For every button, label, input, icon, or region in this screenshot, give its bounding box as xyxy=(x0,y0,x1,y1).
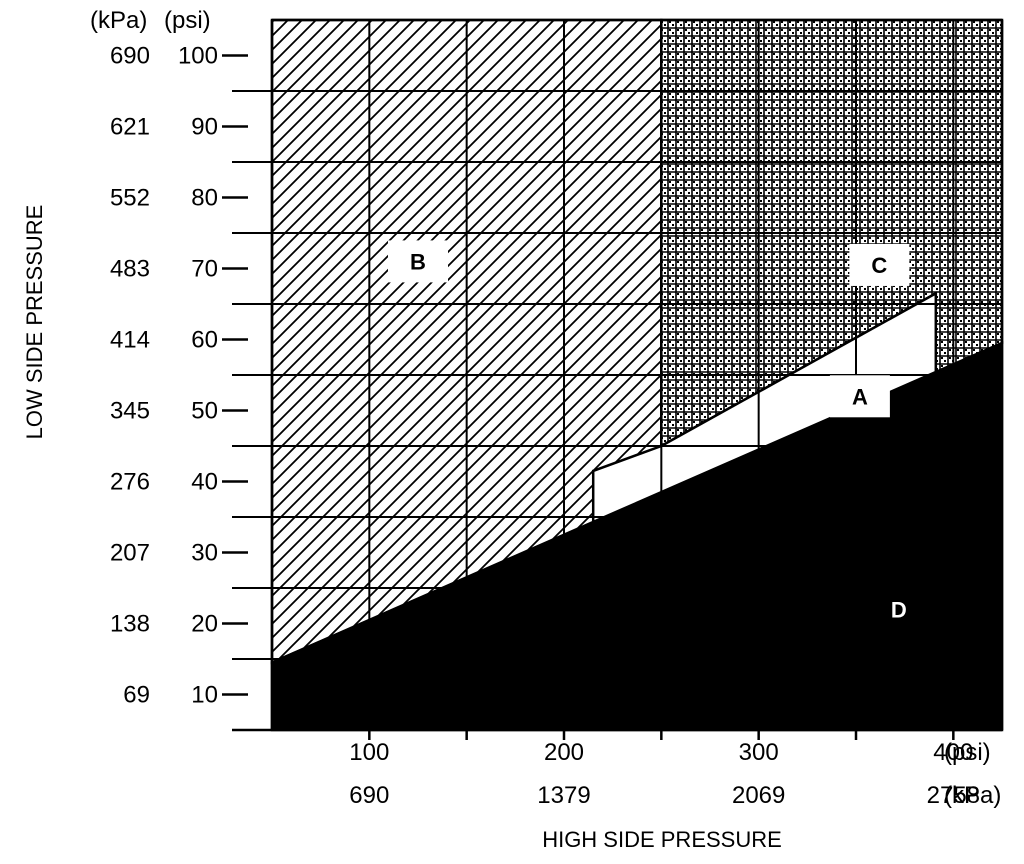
x-tick-label-kpa: 2758 xyxy=(927,782,980,809)
region-label-bg-a xyxy=(829,375,890,418)
y-axis-title: LOW SIDE PRESSURE xyxy=(22,205,47,440)
axis-layer: 10 69 20 138 30 207 40 276 50 345 60 414 70 483 80 552 9… xyxy=(110,43,1002,809)
region-label-b: B xyxy=(410,249,426,274)
region-labels: A B C D xyxy=(388,240,929,631)
y-tick-label-psi: 60 xyxy=(191,327,218,354)
x-unit-psi: (psi) xyxy=(944,739,991,766)
y-tick-label-kpa: 690 xyxy=(110,43,150,70)
y-tick-label-psi: 90 xyxy=(191,114,218,141)
x-tick-label-kpa: 2069 xyxy=(732,782,785,809)
region-label-a: A xyxy=(852,384,868,409)
y-tick-label-kpa: 138 xyxy=(110,611,150,638)
x-unit-kpa: (kPa) xyxy=(944,782,1001,809)
y-tick-label-kpa: 276 xyxy=(110,469,150,496)
region-label-bg-c xyxy=(849,243,910,286)
y-tick-label-psi: 50 xyxy=(191,398,218,425)
y-unit-psi: (psi) xyxy=(164,7,211,34)
x-tick-label-psi: 200 xyxy=(544,739,584,766)
y-tick-label-psi: 30 xyxy=(191,540,218,567)
region-label-c: C xyxy=(871,253,887,278)
y-tick-label-psi: 40 xyxy=(191,469,218,496)
x-tick-label-psi: 300 xyxy=(739,739,779,766)
y-tick-label-kpa: 69 xyxy=(123,682,150,709)
region-label-bg-d xyxy=(868,588,929,631)
region-label-bg-b xyxy=(388,240,448,283)
y-tick-label-kpa: 345 xyxy=(110,398,150,425)
x-tick-label-kpa: 1379 xyxy=(537,782,590,809)
y-tick-label-kpa: 207 xyxy=(110,540,150,567)
y-tick-label-psi: 20 xyxy=(191,611,218,638)
x-tick-label-psi: 400 xyxy=(933,739,973,766)
y-tick-label-kpa: 483 xyxy=(110,256,150,283)
y-tick-label-kpa: 552 xyxy=(110,185,150,212)
grid-layer xyxy=(232,18,1004,730)
y-tick-label-kpa: 414 xyxy=(110,327,150,354)
y-tick-label-psi: 80 xyxy=(191,185,218,212)
region-label-d: D xyxy=(891,597,907,622)
y-tick-label-kpa: 621 xyxy=(110,114,150,141)
y-tick-label-psi: 100 xyxy=(178,43,218,70)
y-unit-kpa: (kPa) xyxy=(90,7,147,34)
y-tick-label-psi: 70 xyxy=(191,256,218,283)
x-tick-label-kpa: 690 xyxy=(349,782,389,809)
x-axis-title: HIGH SIDE PRESSURE xyxy=(542,827,782,852)
x-tick-label-psi: 100 xyxy=(349,739,389,766)
y-tick-label-psi: 10 xyxy=(191,682,218,709)
